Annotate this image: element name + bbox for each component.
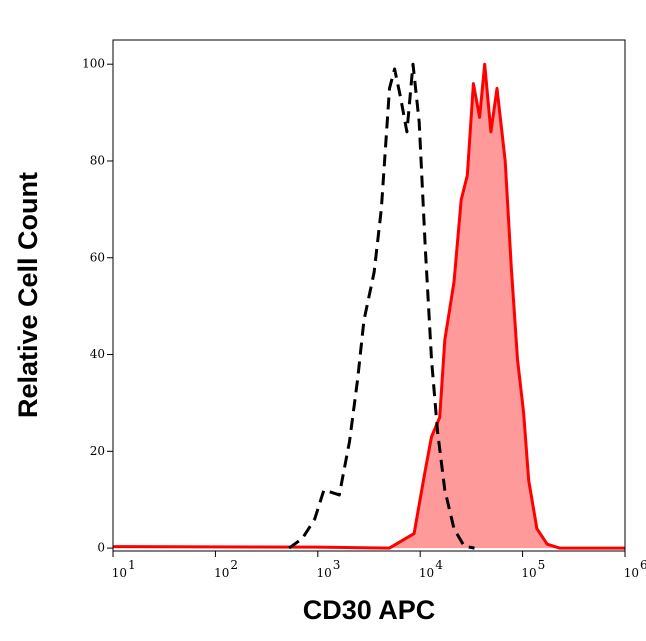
plot-frame bbox=[112, 39, 626, 552]
x-tick-base: 10 bbox=[317, 566, 332, 580]
x-tick-base: 10 bbox=[624, 566, 639, 580]
y-tick-label: 100 bbox=[82, 57, 105, 71]
x-axis-label: CD30 APC bbox=[303, 595, 436, 625]
x-tick-base: 10 bbox=[521, 566, 536, 580]
area-fill bbox=[113, 64, 625, 549]
x-tick-label: 10 bbox=[317, 566, 332, 580]
x-tick-label: 10 bbox=[419, 566, 434, 580]
y-tick-label: 60 bbox=[90, 250, 105, 264]
x-tick-label: 10 bbox=[112, 566, 127, 580]
x-tick-exponent: 6 bbox=[640, 558, 646, 572]
x-tick-exponent: 3 bbox=[333, 558, 341, 572]
series-line bbox=[112, 62, 625, 550]
x-tick-exponent: 5 bbox=[538, 558, 546, 572]
y-axis-label: Relative Cell Count bbox=[13, 172, 43, 418]
series-line bbox=[288, 62, 475, 550]
y-tick-label: 0 bbox=[97, 541, 105, 555]
x-tick-label: 10 bbox=[624, 566, 639, 580]
x-tick-exponent: 2 bbox=[230, 558, 238, 572]
x-tick-base: 10 bbox=[419, 566, 434, 580]
y-tick-label: 20 bbox=[90, 444, 105, 458]
x-tick-label: 10 bbox=[214, 566, 229, 580]
x-tick-exponent: 1 bbox=[128, 558, 136, 572]
x-tick-label: 10 bbox=[521, 566, 536, 580]
y-tick-label: 80 bbox=[90, 153, 105, 167]
x-tick-base: 10 bbox=[112, 566, 127, 580]
x-tick-base: 10 bbox=[214, 566, 229, 580]
y-tick-label: 40 bbox=[90, 347, 105, 361]
x-tick-exponent: 4 bbox=[435, 558, 443, 572]
